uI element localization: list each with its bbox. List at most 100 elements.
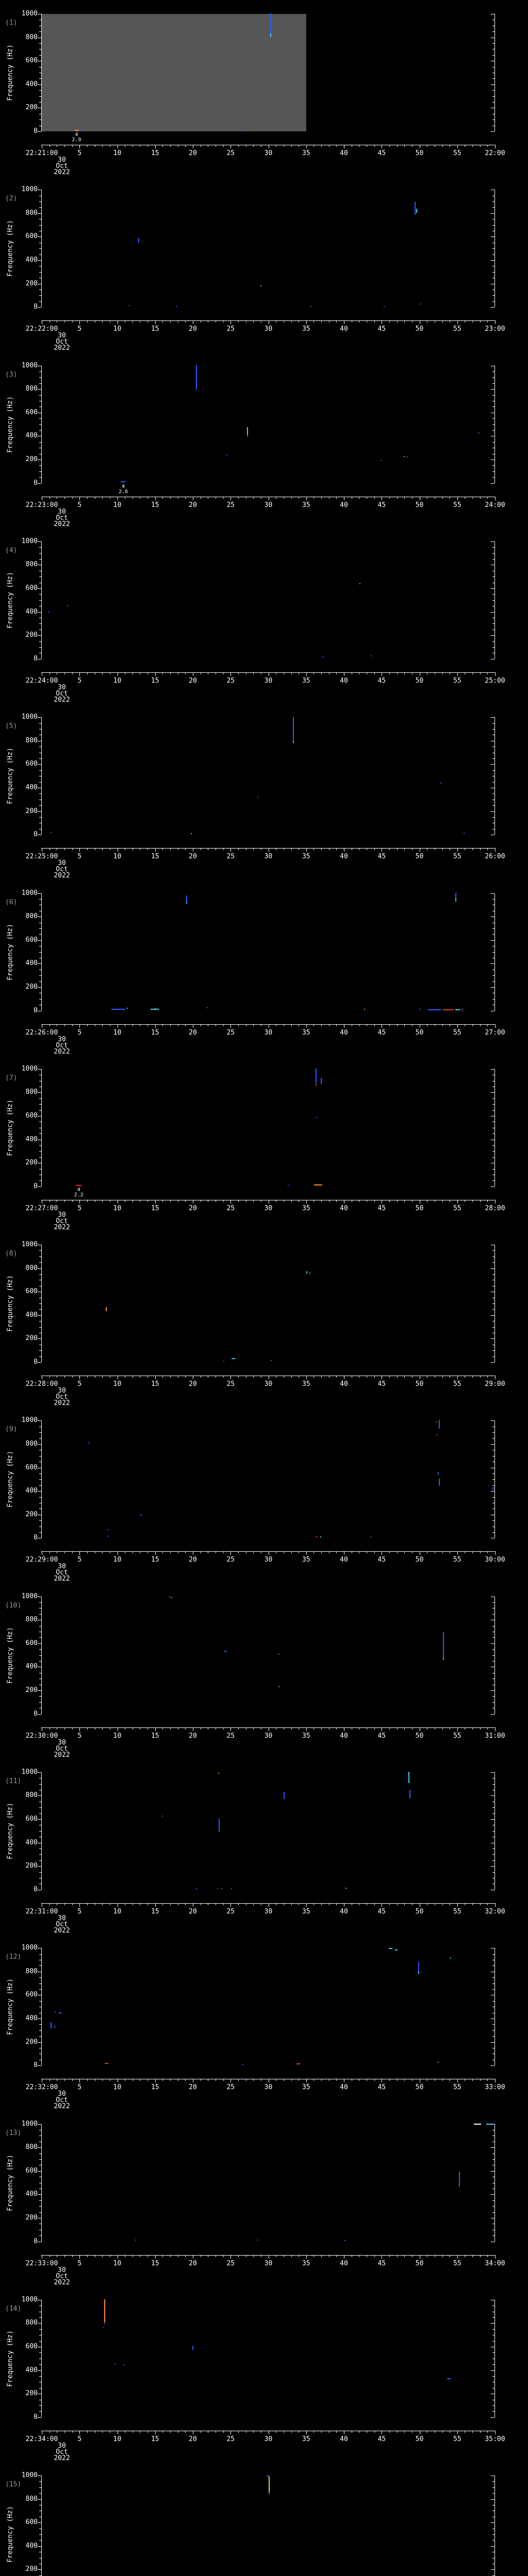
y-minor-tick	[39, 78, 41, 79]
y-minor-tick	[492, 2317, 494, 2318]
y-minor-tick	[39, 952, 41, 953]
y-minor-tick	[492, 2001, 494, 2002]
x-axis	[41, 1024, 496, 1025]
x-minor-tick	[64, 145, 65, 147]
y-tick	[491, 1819, 494, 1820]
event-mark	[416, 208, 417, 213]
x-tick-label: 55	[453, 853, 461, 861]
y-minor-tick	[39, 1965, 41, 1967]
y-minor-tick	[492, 1479, 494, 1480]
x-minor-tick	[389, 1024, 390, 1026]
x-minor-tick	[185, 145, 186, 147]
event-mark	[196, 365, 197, 390]
x-minor-tick	[442, 1024, 443, 1026]
x-tick	[306, 321, 307, 325]
x-minor-tick	[404, 321, 405, 323]
x-minor-tick	[480, 1376, 481, 1378]
event-mark	[437, 2062, 438, 2063]
y-minor-tick	[492, 1977, 494, 1978]
x-minor-tick	[170, 672, 171, 674]
event-mark	[50, 2022, 52, 2029]
y-minor-tick	[492, 1872, 494, 1873]
date-label: 30	[58, 1387, 66, 1395]
x-tick-label: 30	[264, 325, 273, 333]
y-minor-tick	[39, 2329, 41, 2330]
x-tick	[457, 1552, 458, 1555]
x-tick-label: 20	[189, 2083, 197, 2092]
event-mark	[418, 1961, 419, 1972]
x-minor-tick	[72, 849, 73, 851]
y-tick-label: 200	[25, 982, 38, 991]
event-mark	[310, 306, 311, 307]
x-minor-tick	[321, 1903, 322, 1905]
y-tick	[491, 764, 494, 765]
x-minor-tick	[404, 145, 405, 147]
y-minor-tick	[39, 1274, 41, 1275]
x-minor-tick	[472, 1024, 473, 1026]
x-tick-label: 5	[77, 853, 82, 861]
x-tick	[306, 1024, 307, 1028]
x-tick	[495, 1376, 496, 1380]
y-minor-tick	[39, 1309, 41, 1310]
x-minor-tick	[374, 2255, 375, 2257]
y-tick-label: 0	[34, 303, 38, 311]
y-minor-tick	[492, 1954, 494, 1955]
y-axis	[41, 365, 42, 483]
y-minor-tick	[492, 2376, 494, 2377]
y-minor-tick	[39, 383, 41, 384]
x-minor-tick	[87, 2079, 88, 2081]
x-minor-tick	[480, 672, 481, 674]
x-minor-tick	[147, 2079, 148, 2081]
x-minor-tick	[487, 145, 488, 147]
x-minor-tick	[170, 1552, 171, 1554]
x-axis	[41, 1551, 496, 1552]
y-minor-tick	[492, 1520, 494, 1521]
x-minor-tick	[223, 145, 224, 147]
annotation: 4	[77, 1187, 80, 1193]
x-tick-label: 20	[189, 1556, 197, 1564]
y-tick	[491, 2065, 494, 2066]
x-minor-tick	[64, 2255, 65, 2257]
x-minor-tick	[397, 849, 398, 851]
event-mark	[88, 1442, 89, 1444]
x-minor-tick	[374, 1552, 375, 1554]
date-label: 30	[58, 1563, 66, 1571]
y-minor-tick	[39, 899, 41, 900]
x-minor-tick	[397, 497, 398, 499]
date-label: Oct	[56, 162, 68, 170]
y-tick	[38, 717, 41, 718]
y-tick-label: 0	[34, 2237, 38, 2245]
y-tick	[491, 1315, 494, 1316]
y-tick-label: 400	[25, 1311, 38, 1319]
x-minor-tick	[472, 2431, 473, 2433]
y-tick-label: 600	[25, 936, 38, 944]
y-tick-label: 600	[25, 1463, 38, 1471]
y-tick-label: 200	[25, 631, 38, 639]
y-tick	[38, 213, 41, 214]
end-time-label: 22:00	[485, 149, 505, 157]
y-minor-tick	[492, 90, 494, 91]
event-mark	[462, 1009, 463, 1011]
y-tick-label: 800	[25, 385, 38, 393]
y-axis	[41, 14, 42, 131]
x-tick-label: 35	[302, 149, 310, 157]
x-minor-tick	[397, 1200, 398, 1202]
x-minor-tick	[253, 1200, 254, 1202]
y-tick	[38, 635, 41, 636]
y-minor-tick	[39, 1602, 41, 1603]
x-tick-label: 45	[377, 676, 386, 685]
y-tick-label: 400	[25, 2014, 38, 2022]
event-mark	[322, 656, 323, 658]
event-mark	[257, 796, 258, 798]
y-minor-tick	[492, 1485, 494, 1486]
y-minor-tick	[492, 1104, 494, 1105]
x-minor-tick	[480, 145, 481, 147]
x-minor-tick	[223, 672, 224, 674]
y-tick-label: 0	[34, 1358, 38, 1366]
y-tick	[38, 612, 41, 613]
y-tick-label: 400	[25, 959, 38, 968]
x-minor-tick	[374, 2079, 375, 2081]
y-axis-label: Frequency (Hz)	[6, 1803, 14, 1859]
x-minor-tick	[336, 672, 337, 674]
x-minor-tick	[253, 145, 254, 147]
